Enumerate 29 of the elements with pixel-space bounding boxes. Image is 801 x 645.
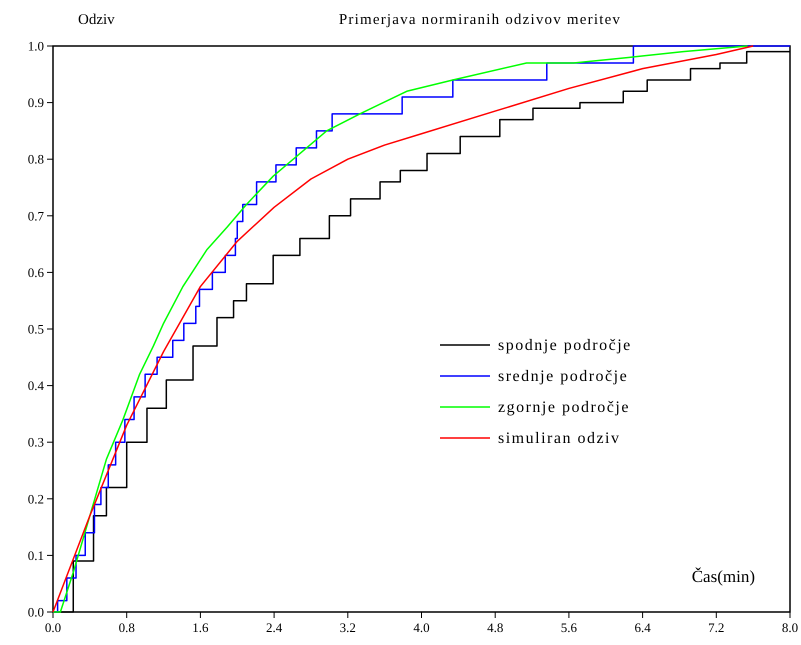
y-tick-label: 0.0 <box>28 604 44 620</box>
x-tick-label: 5.6 <box>560 620 578 635</box>
y-tick-label: 0.2 <box>28 491 44 506</box>
x-tick-label: 8.0 <box>782 620 798 635</box>
legend-label: spodnje področje <box>498 337 632 354</box>
x-tick-label: 4.0 <box>413 620 430 635</box>
x-tick-label: 1.6 <box>192 620 210 635</box>
x-tick-label: 0.8 <box>118 620 135 635</box>
y-tick-label: 0.1 <box>28 548 44 563</box>
x-tick-label: 0.0 <box>44 620 62 635</box>
legend-label: simuliran odziv <box>498 430 620 447</box>
y-tick-label: 0.8 <box>28 152 44 167</box>
x-tick-label: 2.4 <box>266 620 283 635</box>
y-tick-label: 1.0 <box>28 38 44 54</box>
y-tick-label: 0.3 <box>28 434 44 450</box>
y-tick-label: 0.9 <box>28 95 44 110</box>
x-tick-label: 7.2 <box>708 620 724 635</box>
legend-label: srednje področje <box>498 368 628 385</box>
y-tick-label: 0.6 <box>28 264 44 280</box>
y-tick-label: 0.5 <box>28 322 44 336</box>
x-tick-label: 6.4 <box>634 620 652 635</box>
legend-label: zgornje področje <box>498 399 630 416</box>
y-tick-label: 0.4 <box>28 378 44 394</box>
x-axis-title: Čas(min) <box>692 567 755 586</box>
y-tick-label: 0.7 <box>28 208 44 224</box>
chart-title: Primerjava normiranih odzivov meritev <box>338 12 622 28</box>
y-axis-title: Odziv <box>78 12 116 28</box>
x-tick-label: 4.8 <box>487 620 504 635</box>
x-tick-label: 3.2 <box>340 620 356 635</box>
